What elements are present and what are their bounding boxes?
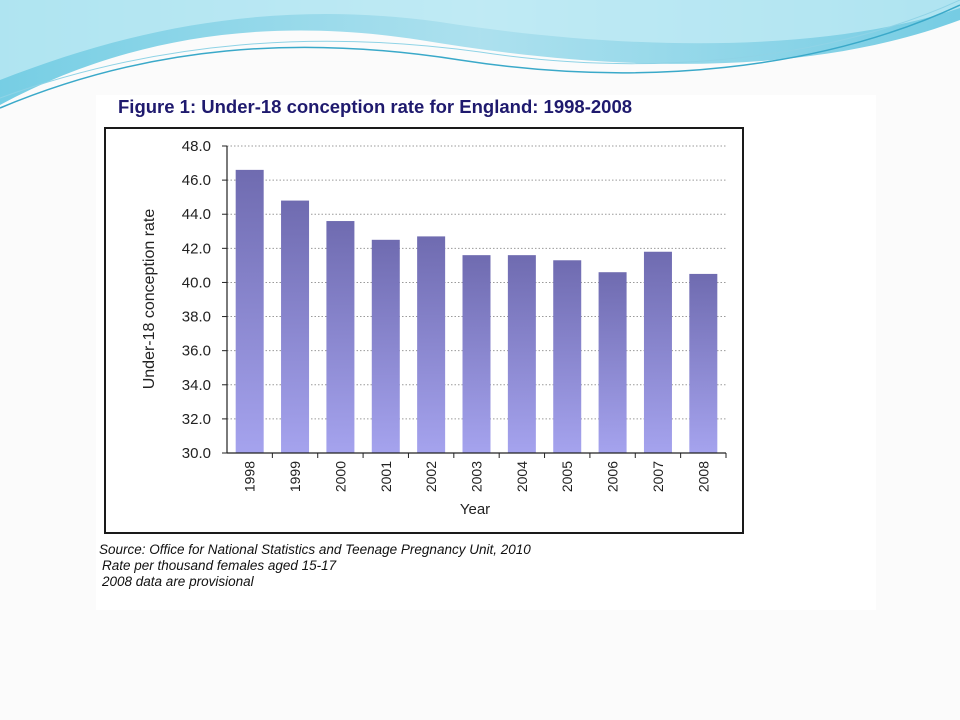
bar-2001 [371,239,400,453]
x-tick-label: 2002 [423,461,439,492]
bar-chart: 30.0 32.0 34.0 36.0 38.0 40.0 42.0 44.0 46.0 48.0… [141,138,727,518]
x-tick-label: 2004 [514,461,530,492]
x-tick-label: 2005 [559,461,575,492]
bar-2003 [462,255,491,453]
x-tick-label: 2000 [332,461,348,492]
x-axis-label: Year [460,501,490,518]
axes: 30.0 32.0 34.0 36.0 38.0 40.0 42.0 44.0 46.0 48.0… [182,138,727,492]
source-note: Source: Office for National Statistics a… [99,542,531,557]
y-tick-label: 42.0 [182,240,211,257]
y-tick-label: 34.0 [182,377,211,394]
y-tick-label: 40.0 [182,274,211,291]
rate-note: Rate per thousand females aged 15-17 [102,558,337,573]
figure-title: Figure 1: Under-18 conception rate for E… [118,96,633,117]
x-tick-label: 2003 [469,461,485,492]
x-tick-label: 2007 [650,461,666,492]
y-tick-label: 48.0 [182,138,211,155]
chart-frame [104,127,744,534]
bar-2008 [689,273,718,453]
figure-notes: Source: Office for National Statistics a… [99,542,531,590]
x-tick-label: 2006 [605,461,621,492]
y-tick-label: 44.0 [182,206,211,223]
bar-2002 [417,236,446,453]
x-tick-label: 2001 [378,461,394,492]
provisional-note: 2008 data are provisional [102,574,254,589]
y-tick-label: 30.0 [182,445,211,462]
y-tick-label: 36.0 [182,343,211,360]
bar-2004 [507,255,536,453]
y-tick-label: 46.0 [182,172,211,189]
bar-2000 [326,221,355,453]
bars [235,169,718,453]
x-tick-label: 1999 [287,461,303,492]
bar-1998 [235,169,264,453]
y-tick-label: 32.0 [182,411,211,428]
x-tick-label: 1998 [242,461,258,492]
x-tick-label: 2008 [695,461,711,492]
bar-2007 [643,251,672,453]
bar-2005 [553,260,582,453]
y-tick-label: 38.0 [182,309,211,326]
bar-1999 [281,200,310,453]
bar-2006 [598,272,627,453]
y-axis-label: Under-18 conception rate [141,209,158,390]
